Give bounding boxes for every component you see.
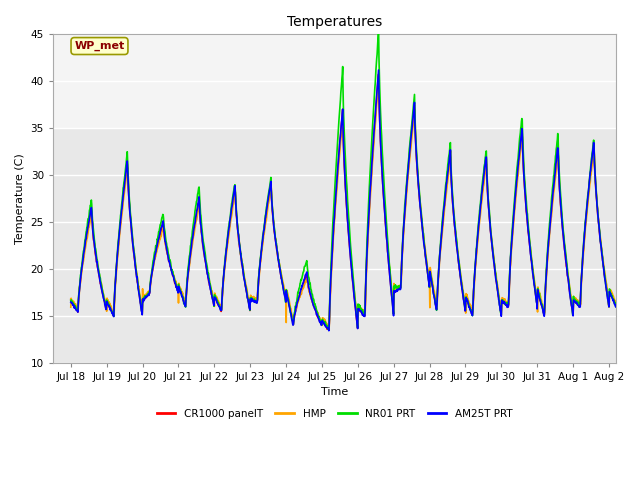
CR1000 panelT: [343, 212, 351, 217]
Line: NR01 PRT: NR01 PRT: [71, 31, 640, 329]
AM25T PRT: [157, 228, 164, 233]
Y-axis label: Temperature (C): Temperature (C): [15, 153, 25, 244]
Text: WP_met: WP_met: [74, 41, 125, 51]
CR1000 panelT: [67, 297, 75, 302]
AM25T PRT: [634, 289, 640, 295]
HMP: [333, 193, 340, 199]
Line: AM25T PRT: AM25T PRT: [71, 70, 640, 331]
NR01 PRT: [67, 298, 75, 303]
HMP: [375, 73, 383, 79]
Bar: [53, 35, 616, 128]
HMP: [325, 324, 333, 330]
NR01 PRT: [333, 160, 340, 166]
HMP: [578, 269, 586, 275]
HMP: [494, 286, 502, 291]
NR01 PRT: [494, 289, 502, 295]
X-axis label: Time: Time: [321, 387, 348, 397]
Line: HMP: HMP: [71, 76, 640, 327]
CR1000 panelT: [578, 264, 586, 270]
AM25T PRT: [333, 187, 340, 193]
NR01 PRT: [578, 265, 586, 271]
CR1000 panelT: [375, 71, 383, 77]
AM25T PRT: [67, 299, 75, 305]
CR1000 panelT: [494, 289, 502, 295]
AM25T PRT: [494, 291, 502, 297]
NR01 PRT: [325, 326, 333, 332]
NR01 PRT: [634, 291, 640, 297]
HMP: [157, 235, 164, 241]
HMP: [634, 288, 640, 294]
CR1000 panelT: [634, 291, 640, 297]
CR1000 panelT: [157, 230, 164, 236]
CR1000 panelT: [333, 186, 340, 192]
NR01 PRT: [375, 28, 383, 34]
Title: Temperatures: Temperatures: [287, 15, 382, 29]
CR1000 panelT: [325, 327, 333, 333]
AM25T PRT: [578, 264, 586, 270]
AM25T PRT: [375, 67, 383, 73]
NR01 PRT: [157, 222, 164, 228]
AM25T PRT: [325, 328, 333, 334]
NR01 PRT: [343, 189, 351, 194]
HMP: [343, 209, 351, 215]
AM25T PRT: [343, 212, 351, 218]
Line: CR1000 panelT: CR1000 panelT: [71, 74, 640, 330]
Legend: CR1000 panelT, HMP, NR01 PRT, AM25T PRT: CR1000 panelT, HMP, NR01 PRT, AM25T PRT: [152, 405, 516, 423]
HMP: [67, 304, 75, 310]
